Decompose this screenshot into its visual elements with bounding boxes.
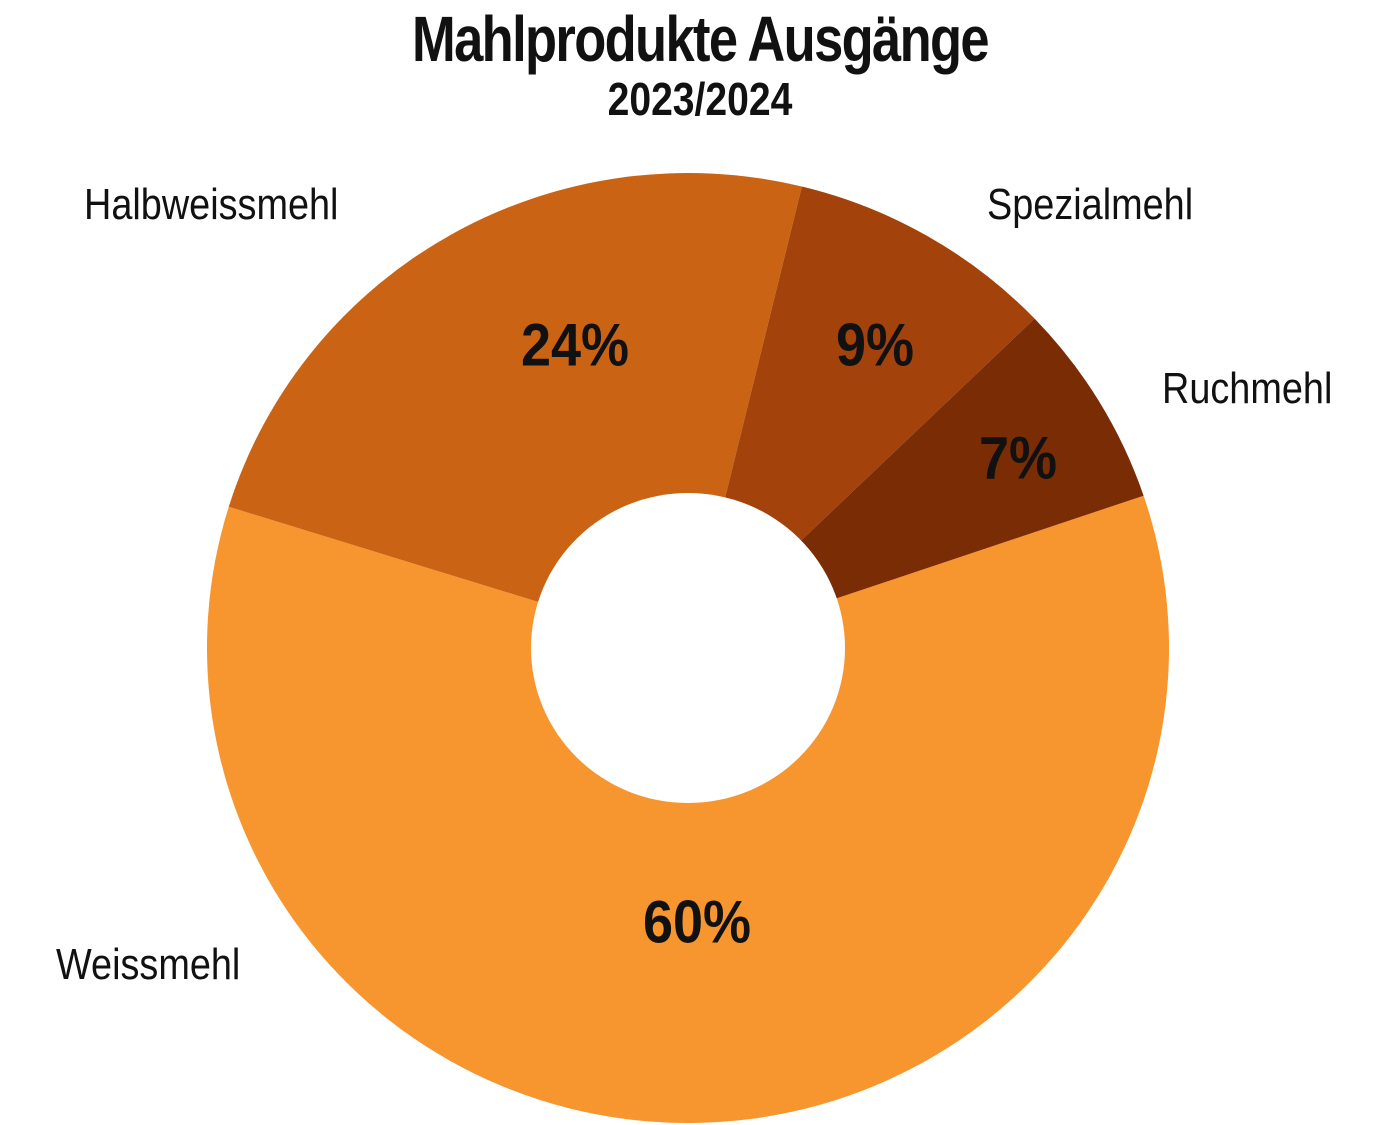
slice-weissmehl — [206, 495, 1169, 1123]
label-spezialmehl: Spezialmehl — [987, 180, 1194, 229]
donut-hole — [531, 493, 845, 803]
value-ruchmehl: 7% — [978, 424, 1058, 492]
label-ruchmehl: Ruchmehl — [1162, 364, 1333, 413]
value-spezialmehl: 9% — [835, 311, 915, 379]
value-weissmehl: 60% — [642, 888, 752, 956]
chart-subtitle: 2023/2024 — [607, 73, 793, 125]
label-weissmehl: Weissmehl — [56, 940, 241, 989]
chart-title: Mahlprodukte Ausgänge — [412, 3, 990, 75]
value-halbweissmehl: 24% — [520, 311, 630, 379]
label-halbweissmehl: Halbweissmehl — [84, 180, 339, 229]
